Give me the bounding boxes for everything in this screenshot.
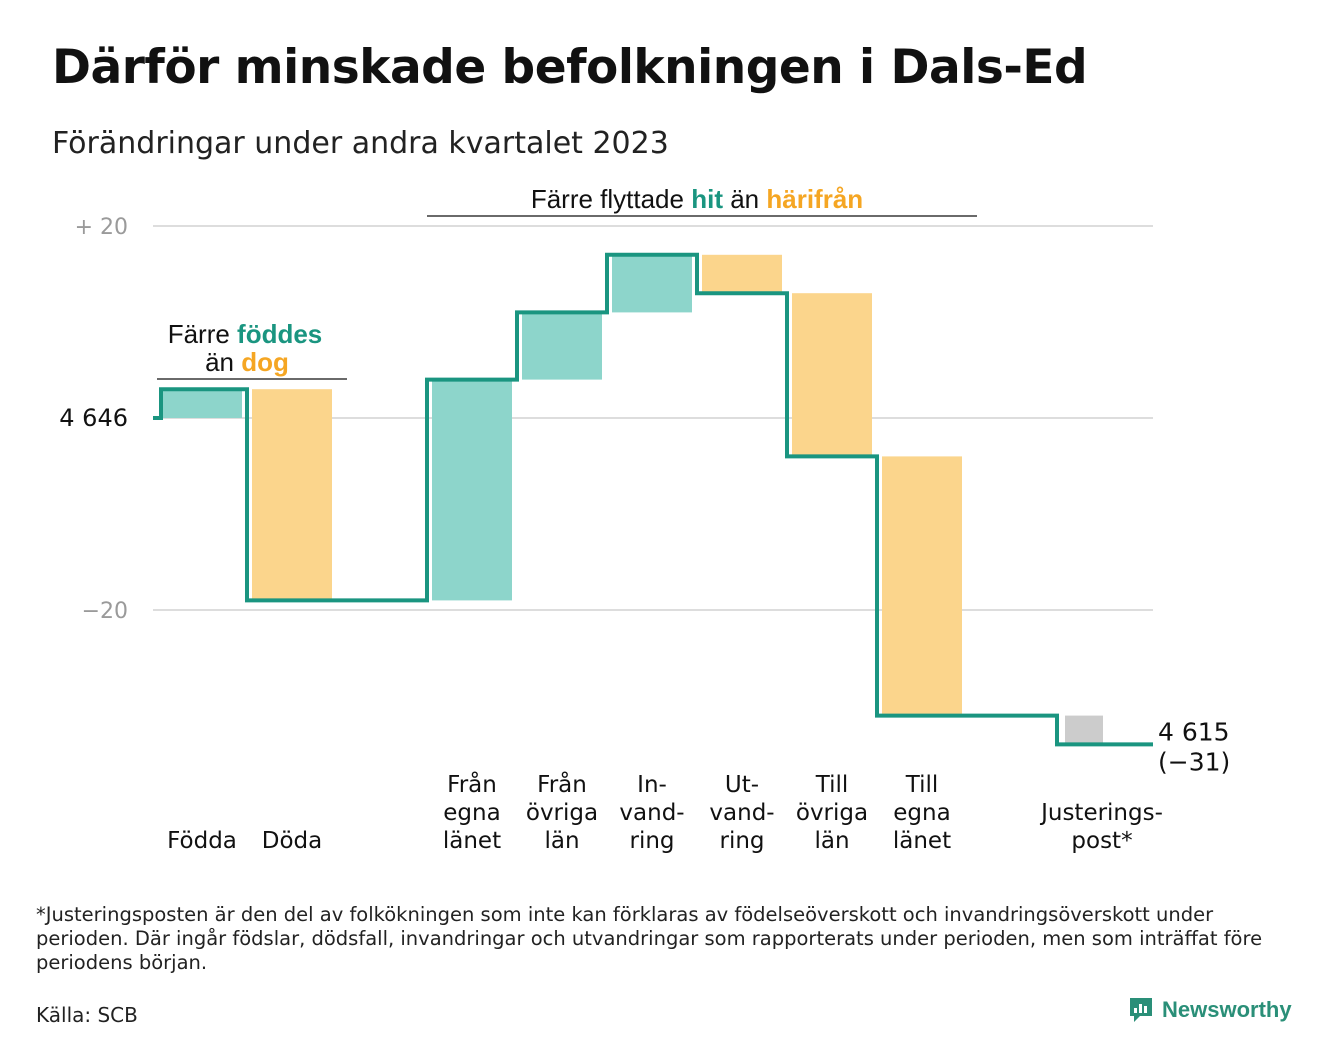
category-label: län <box>544 828 579 854</box>
births-annotation-line2: än dog <box>205 347 289 377</box>
category-label: Födda <box>167 828 237 854</box>
footnote: *Justeringsposten är den del av folkökni… <box>36 903 1263 974</box>
category-label: Till <box>905 772 939 798</box>
category-label: ring <box>719 828 764 854</box>
waterfall-bar <box>522 312 602 380</box>
births-annotation-line1: Färre föddes <box>168 319 323 349</box>
waterfall-bar <box>882 456 962 716</box>
newsworthy-logo-icon <box>1130 998 1152 1022</box>
waterfall-bar <box>702 254 782 294</box>
category-label: vand- <box>709 800 774 826</box>
brand-name: Newsworthy <box>1162 997 1292 1022</box>
category-label: Från <box>447 770 497 798</box>
end-value-label: 4 615 <box>1158 717 1230 746</box>
y-tick-label: + 20 <box>75 215 128 240</box>
chart-title: Därför minskade befolkningen i Dals-Ed <box>52 40 1088 95</box>
waterfall-bar <box>612 254 692 313</box>
waterfall-bar <box>252 389 332 601</box>
waterfall-bar <box>792 293 872 457</box>
category-label: län <box>814 828 849 854</box>
category-label: ring <box>629 828 674 854</box>
brand-logo: Newsworthy <box>1128 996 1292 1024</box>
category-label: post* <box>1071 828 1132 854</box>
category-label: övriga <box>526 800 598 826</box>
end-change-label: (−31) <box>1158 747 1230 776</box>
category-label: egna <box>893 800 950 826</box>
category-label: Justerings- <box>1039 800 1163 826</box>
chart-subtitle: Förändringar under andra kvartalet 2023 <box>52 126 669 161</box>
cumulative-step-line <box>153 252 1153 747</box>
waterfall-bar <box>1065 715 1103 745</box>
category-label: vand- <box>619 800 684 826</box>
category-label: Döda <box>262 828 322 854</box>
source-note: Källa: SCB <box>36 1003 138 1027</box>
category-label: In- <box>637 772 667 798</box>
category-label: länet <box>443 828 501 854</box>
category-label: övriga <box>796 800 868 826</box>
waterfall-bar <box>162 389 242 418</box>
y-tick-label: 4 646 <box>59 404 128 432</box>
category-label: egna <box>443 800 500 826</box>
waterfall-bar <box>432 379 512 601</box>
category-label: Till <box>815 772 849 798</box>
y-tick-label: −20 <box>82 599 128 624</box>
moves-annotation: Färre flyttade hit än härifrån <box>531 184 863 214</box>
category-label: länet <box>893 828 951 854</box>
category-label: Ut- <box>725 772 759 798</box>
category-label: Från <box>537 770 587 798</box>
